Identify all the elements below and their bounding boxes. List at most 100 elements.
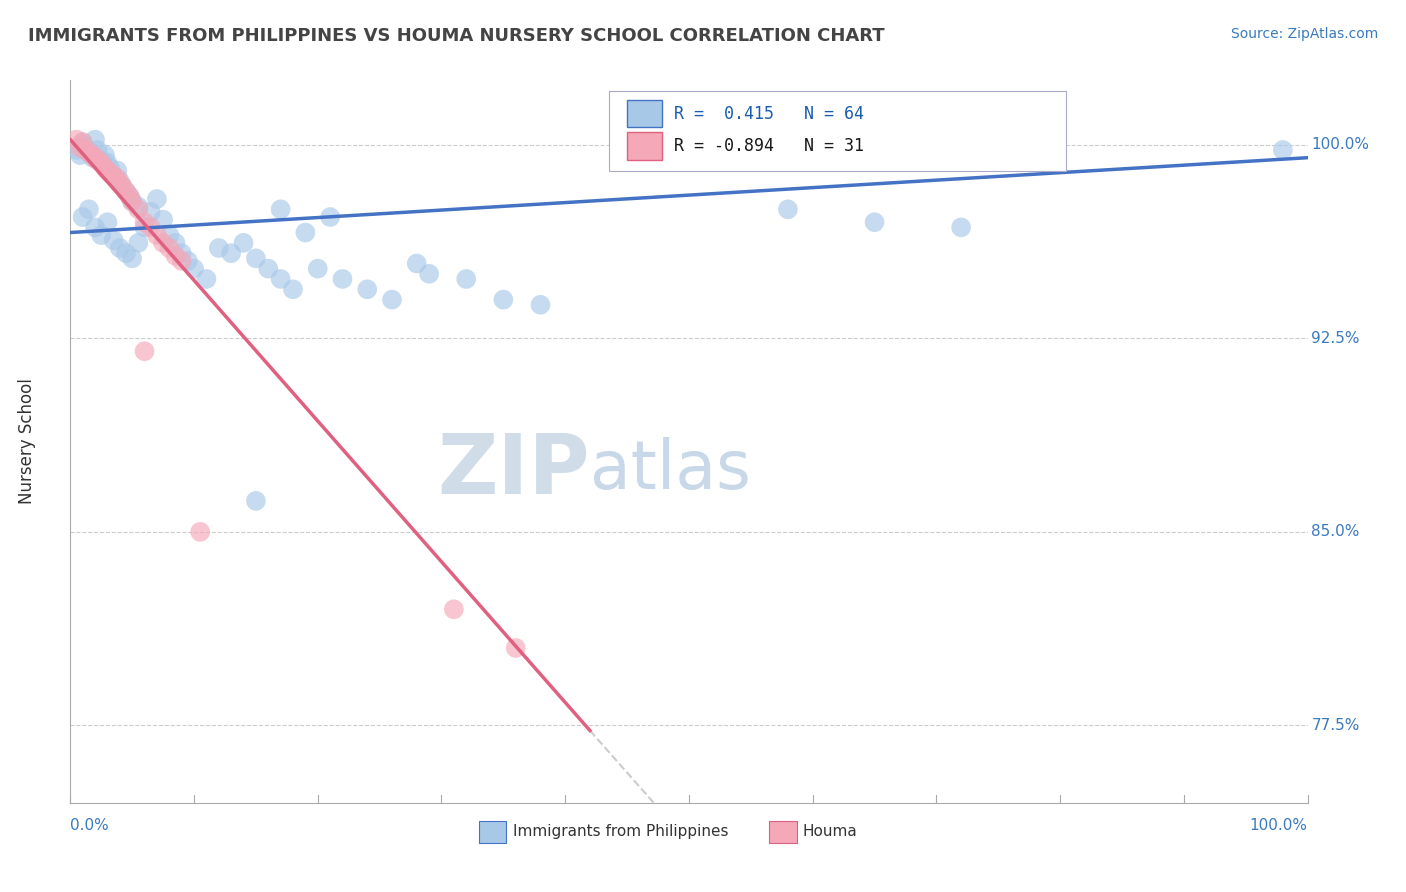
Point xyxy=(90,228,112,243)
Text: Houma: Houma xyxy=(803,824,858,839)
Point xyxy=(257,261,280,276)
Text: 77.5%: 77.5% xyxy=(1312,718,1360,733)
Point xyxy=(94,148,117,162)
Point xyxy=(443,602,465,616)
Point xyxy=(105,171,128,186)
Point xyxy=(90,153,112,168)
Point xyxy=(75,143,97,157)
Point xyxy=(115,184,138,198)
Point xyxy=(96,156,118,170)
Point xyxy=(86,153,108,168)
Point xyxy=(332,272,354,286)
Point xyxy=(281,282,304,296)
Point xyxy=(950,220,973,235)
Point xyxy=(146,228,169,243)
Point xyxy=(188,524,211,539)
FancyBboxPatch shape xyxy=(609,91,1066,170)
FancyBboxPatch shape xyxy=(769,821,797,843)
Point xyxy=(165,235,187,250)
Point xyxy=(776,202,799,217)
FancyBboxPatch shape xyxy=(478,821,506,843)
Text: 100.0%: 100.0% xyxy=(1312,137,1369,153)
Point xyxy=(157,228,180,243)
Point xyxy=(127,202,149,217)
Point xyxy=(121,194,143,209)
Point xyxy=(108,174,131,188)
Point xyxy=(1271,143,1294,157)
Point xyxy=(111,179,134,194)
FancyBboxPatch shape xyxy=(627,132,662,160)
Point xyxy=(115,246,138,260)
Text: Source: ZipAtlas.com: Source: ZipAtlas.com xyxy=(1230,27,1378,41)
Point xyxy=(90,156,112,170)
Point xyxy=(152,212,174,227)
Point xyxy=(96,163,118,178)
Point xyxy=(103,169,125,183)
Text: R = -0.894   N = 31: R = -0.894 N = 31 xyxy=(673,137,865,155)
FancyBboxPatch shape xyxy=(627,100,662,128)
Point xyxy=(118,189,141,203)
Text: atlas: atlas xyxy=(591,437,751,503)
Point xyxy=(77,202,100,217)
Point xyxy=(270,202,292,217)
Point xyxy=(152,235,174,250)
Point xyxy=(121,194,143,209)
Point xyxy=(405,256,427,270)
Point xyxy=(529,298,551,312)
Point xyxy=(121,252,143,266)
Point xyxy=(418,267,440,281)
Point xyxy=(134,215,156,229)
Point xyxy=(108,241,131,255)
Point xyxy=(146,192,169,206)
Point xyxy=(94,161,117,175)
Point xyxy=(219,246,242,260)
Point xyxy=(139,220,162,235)
Point xyxy=(69,148,91,162)
Point xyxy=(127,235,149,250)
Point xyxy=(177,254,200,268)
Point xyxy=(157,241,180,255)
Point xyxy=(381,293,404,307)
Point xyxy=(294,226,316,240)
Point xyxy=(307,261,329,276)
Text: IMMIGRANTS FROM PHILIPPINES VS HOUMA NURSERY SCHOOL CORRELATION CHART: IMMIGRANTS FROM PHILIPPINES VS HOUMA NUR… xyxy=(28,27,884,45)
Point xyxy=(96,215,118,229)
Point xyxy=(103,233,125,247)
Point xyxy=(118,189,141,203)
Point xyxy=(319,210,342,224)
Point xyxy=(111,179,134,194)
Point xyxy=(103,169,125,183)
Text: Immigrants from Philippines: Immigrants from Philippines xyxy=(513,824,728,839)
Point xyxy=(98,161,121,175)
Point xyxy=(69,140,91,154)
Point xyxy=(98,166,121,180)
Point xyxy=(108,177,131,191)
Point xyxy=(505,640,527,655)
Point xyxy=(105,163,128,178)
Point xyxy=(492,293,515,307)
Point xyxy=(456,272,478,286)
Point xyxy=(72,210,94,224)
Point xyxy=(84,133,107,147)
Point xyxy=(170,254,193,268)
Point xyxy=(208,241,231,255)
Point xyxy=(82,148,104,162)
Point xyxy=(72,135,94,149)
Point xyxy=(75,140,97,154)
Point xyxy=(232,235,254,250)
Point xyxy=(139,205,162,219)
Point xyxy=(77,145,100,160)
Point xyxy=(245,494,267,508)
Text: 100.0%: 100.0% xyxy=(1250,818,1308,833)
Text: 0.0%: 0.0% xyxy=(70,818,110,833)
Point xyxy=(77,145,100,160)
Point xyxy=(195,272,218,286)
Point xyxy=(170,246,193,260)
Text: R =  0.415   N = 64: R = 0.415 N = 64 xyxy=(673,104,865,122)
Point xyxy=(134,344,156,359)
Point xyxy=(65,143,87,157)
Point xyxy=(270,272,292,286)
Point xyxy=(165,249,187,263)
Point xyxy=(65,133,87,147)
Text: ZIP: ZIP xyxy=(437,430,591,511)
